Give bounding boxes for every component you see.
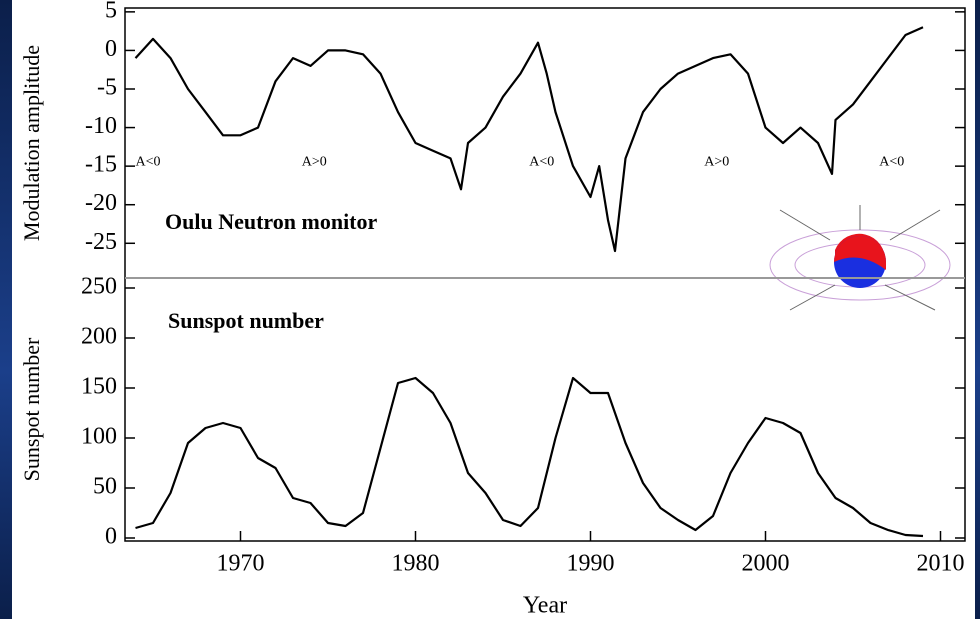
y-tick-label: 150 bbox=[81, 374, 117, 400]
annotation: A<0 bbox=[879, 155, 904, 170]
annotation: A<0 bbox=[529, 155, 554, 170]
x-tick-label: 2010 bbox=[917, 551, 965, 577]
y-tick-label: -10 bbox=[85, 113, 117, 139]
page: 50-5-10-15-20-25Modulation amplitudeOulu… bbox=[0, 0, 980, 619]
panel-title: Oulu Neutron monitor bbox=[165, 209, 378, 234]
y-tick-label: 50 bbox=[93, 474, 117, 500]
y-tick-label: -5 bbox=[97, 75, 117, 101]
y-tick-label: 100 bbox=[81, 424, 117, 450]
y-tick-label: 0 bbox=[105, 36, 117, 62]
y-axis-label: Modulation amplitude bbox=[19, 45, 44, 241]
annotation: A<0 bbox=[136, 155, 161, 170]
y-tick-label: 250 bbox=[81, 274, 117, 300]
y-tick-label: -25 bbox=[85, 229, 117, 255]
y-tick-label: 5 bbox=[105, 0, 117, 23]
x-tick-label: 1980 bbox=[392, 551, 440, 577]
annotation: A>0 bbox=[302, 155, 327, 170]
x-tick-label: 1970 bbox=[217, 551, 265, 577]
x-tick-label: 2000 bbox=[742, 551, 790, 577]
panel-title: Sunspot number bbox=[168, 308, 324, 333]
y-axis-label: Sunspot number bbox=[19, 337, 44, 481]
y-tick-label: -15 bbox=[85, 152, 117, 178]
y-tick-label: -20 bbox=[85, 190, 117, 216]
annotation: A>0 bbox=[704, 155, 729, 170]
y-tick-label: 200 bbox=[81, 324, 117, 350]
x-axis-label: Year bbox=[523, 593, 567, 619]
chart: 50-5-10-15-20-25Modulation amplitudeOulu… bbox=[0, 0, 980, 619]
y-tick-label: 0 bbox=[105, 524, 117, 550]
x-tick-label: 1990 bbox=[567, 551, 615, 577]
inset-diagram bbox=[762, 190, 950, 370]
